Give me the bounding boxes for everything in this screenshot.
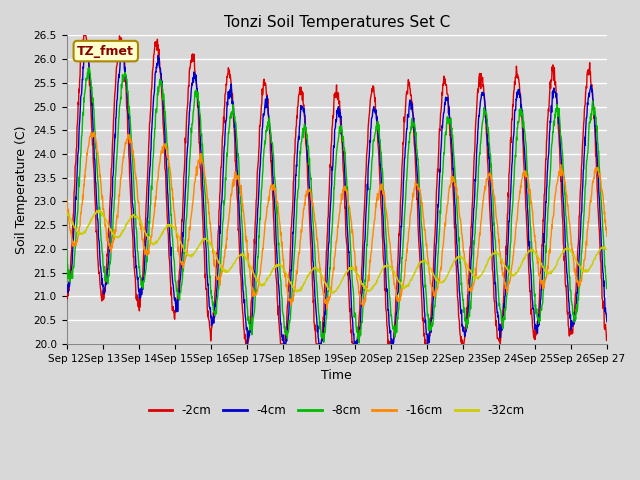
-32cm — [244, 258, 252, 264]
-32cm — [183, 252, 191, 257]
-8cm — [355, 340, 363, 346]
Title: Tonzi Soil Temperatures Set C: Tonzi Soil Temperatures Set C — [223, 15, 450, 30]
Line: -4cm: -4cm — [67, 47, 607, 344]
-4cm — [280, 341, 288, 347]
-32cm — [540, 264, 547, 270]
-4cm — [244, 341, 252, 347]
-8cm — [244, 307, 252, 312]
-16cm — [63, 196, 70, 202]
-16cm — [421, 228, 429, 234]
-32cm — [421, 257, 429, 263]
-16cm — [90, 129, 98, 135]
-32cm — [492, 251, 500, 256]
-4cm — [116, 44, 124, 50]
-16cm — [603, 233, 611, 239]
-32cm — [96, 207, 104, 213]
-2cm — [244, 335, 252, 340]
-16cm — [323, 306, 331, 312]
-4cm — [63, 289, 70, 295]
Line: -32cm: -32cm — [67, 210, 607, 293]
-2cm — [183, 107, 191, 112]
-32cm — [603, 246, 611, 252]
Line: -2cm: -2cm — [67, 36, 607, 344]
-8cm — [603, 286, 611, 291]
Y-axis label: Soil Temperature (C): Soil Temperature (C) — [15, 125, 28, 254]
-16cm — [183, 249, 191, 255]
-8cm — [421, 285, 429, 290]
-4cm — [421, 320, 429, 325]
-8cm — [170, 257, 178, 263]
-16cm — [170, 208, 178, 214]
X-axis label: Time: Time — [321, 369, 352, 382]
-2cm — [540, 218, 547, 224]
-4cm — [603, 319, 611, 324]
-8cm — [492, 249, 500, 255]
-2cm — [63, 288, 70, 294]
-8cm — [86, 65, 93, 71]
Legend: -2cm, -4cm, -8cm, -16cm, -32cm: -2cm, -4cm, -8cm, -16cm, -32cm — [144, 399, 529, 421]
-16cm — [244, 256, 252, 262]
-16cm — [540, 281, 547, 287]
Line: -8cm: -8cm — [67, 68, 607, 343]
-2cm — [421, 341, 429, 347]
-2cm — [80, 33, 88, 38]
-32cm — [63, 209, 70, 215]
Text: TZ_fmet: TZ_fmet — [77, 45, 134, 58]
-4cm — [492, 286, 500, 292]
-2cm — [170, 308, 178, 314]
-2cm — [603, 336, 611, 341]
-8cm — [540, 286, 547, 292]
-32cm — [330, 290, 337, 296]
Line: -16cm: -16cm — [67, 132, 607, 309]
-4cm — [170, 290, 178, 296]
-4cm — [540, 249, 547, 254]
-4cm — [183, 151, 191, 157]
-2cm — [242, 341, 250, 347]
-16cm — [492, 209, 500, 215]
-32cm — [170, 224, 178, 230]
-2cm — [492, 323, 500, 328]
-8cm — [183, 205, 191, 211]
-8cm — [63, 244, 70, 250]
